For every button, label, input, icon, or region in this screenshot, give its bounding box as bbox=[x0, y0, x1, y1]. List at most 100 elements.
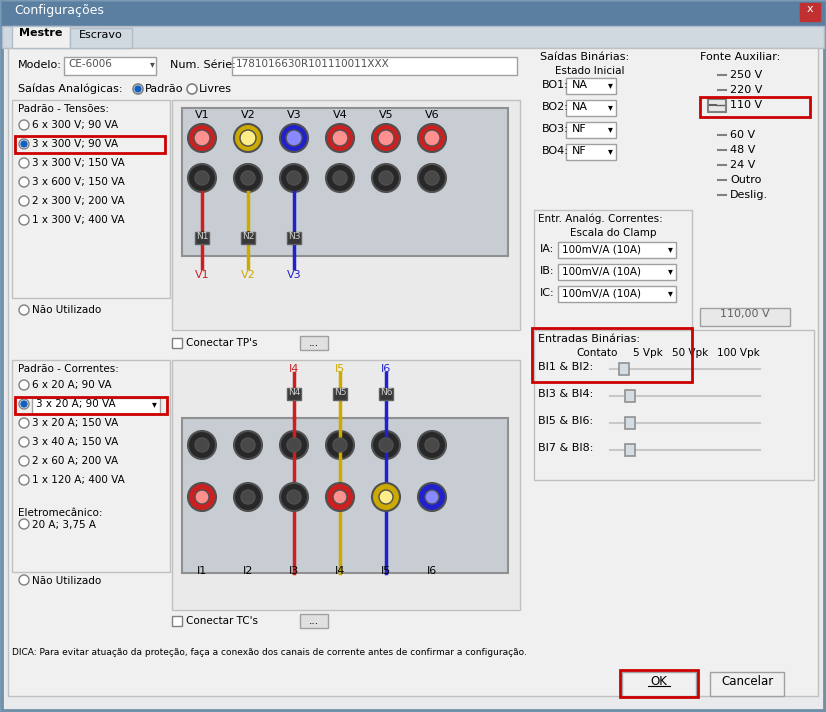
Circle shape bbox=[418, 164, 446, 192]
Circle shape bbox=[19, 196, 29, 206]
Circle shape bbox=[19, 380, 29, 390]
Text: ▾: ▾ bbox=[608, 146, 613, 156]
Text: 3 x 300 V; 150 VA: 3 x 300 V; 150 VA bbox=[32, 158, 125, 168]
Text: BI3 & BI4:: BI3 & BI4: bbox=[538, 389, 593, 399]
Text: V2: V2 bbox=[240, 270, 255, 280]
Circle shape bbox=[379, 438, 393, 452]
Text: NA: NA bbox=[572, 102, 588, 112]
Text: NA: NA bbox=[572, 80, 588, 90]
Text: ▾: ▾ bbox=[668, 288, 673, 298]
Bar bbox=[622, 672, 696, 696]
Circle shape bbox=[188, 164, 216, 192]
Circle shape bbox=[418, 483, 446, 511]
Text: I4: I4 bbox=[335, 566, 345, 576]
Text: BI7 & BI8:: BI7 & BI8: bbox=[538, 443, 593, 453]
Bar bbox=[15, 136, 165, 153]
Text: 1 x 300 V; 400 VA: 1 x 300 V; 400 VA bbox=[32, 215, 125, 225]
Circle shape bbox=[280, 483, 308, 511]
Circle shape bbox=[333, 171, 347, 185]
Bar bbox=[12, 26, 70, 48]
Text: Estado Inicial: Estado Inicial bbox=[555, 66, 624, 76]
Text: I4: I4 bbox=[289, 364, 299, 374]
Text: 3 x 40 A; 150 VA: 3 x 40 A; 150 VA bbox=[32, 437, 118, 447]
Text: N3: N3 bbox=[287, 232, 300, 241]
Text: I5: I5 bbox=[381, 566, 392, 576]
Text: BO2:: BO2: bbox=[542, 102, 569, 112]
Text: Conectar TC's: Conectar TC's bbox=[186, 616, 258, 626]
Circle shape bbox=[418, 124, 446, 152]
Circle shape bbox=[19, 575, 29, 585]
Circle shape bbox=[372, 431, 400, 459]
Text: I5: I5 bbox=[335, 364, 345, 374]
Circle shape bbox=[287, 171, 301, 185]
Bar bbox=[566, 144, 616, 160]
Text: V1: V1 bbox=[195, 110, 209, 120]
Circle shape bbox=[21, 401, 27, 407]
Text: Mestre: Mestre bbox=[19, 28, 63, 38]
Circle shape bbox=[286, 130, 302, 146]
Text: Conectar TP's: Conectar TP's bbox=[186, 338, 258, 348]
Bar bbox=[195, 232, 209, 244]
Text: 48 V: 48 V bbox=[730, 145, 755, 155]
Text: IB:: IB: bbox=[540, 266, 554, 276]
Bar bbox=[566, 78, 616, 94]
Bar bbox=[172, 338, 182, 348]
Text: I6: I6 bbox=[427, 566, 437, 576]
Circle shape bbox=[333, 438, 347, 452]
Circle shape bbox=[326, 483, 354, 511]
Circle shape bbox=[19, 305, 29, 315]
Bar bbox=[12, 100, 170, 298]
Text: 2 x 60 A; 200 VA: 2 x 60 A; 200 VA bbox=[32, 456, 118, 466]
Circle shape bbox=[234, 124, 262, 152]
Circle shape bbox=[21, 141, 27, 147]
Bar bbox=[182, 108, 508, 256]
Text: Num. Série:: Num. Série: bbox=[170, 60, 235, 70]
Circle shape bbox=[19, 158, 29, 168]
Text: NF: NF bbox=[572, 146, 586, 156]
Circle shape bbox=[241, 490, 255, 504]
Bar bbox=[32, 398, 160, 414]
Bar bbox=[182, 418, 508, 573]
Text: 6 x 20 A; 90 VA: 6 x 20 A; 90 VA bbox=[32, 380, 112, 390]
Circle shape bbox=[372, 124, 400, 152]
Text: Cancelar: Cancelar bbox=[721, 675, 773, 688]
Text: ▾: ▾ bbox=[608, 124, 613, 134]
Text: 3 x 600 V; 150 VA: 3 x 600 V; 150 VA bbox=[32, 177, 125, 187]
Text: Modelo:: Modelo: bbox=[18, 60, 62, 70]
Bar bbox=[710, 672, 784, 696]
Bar bbox=[333, 388, 347, 400]
Text: I2: I2 bbox=[243, 566, 254, 576]
Bar bbox=[566, 100, 616, 116]
Text: Contato: Contato bbox=[577, 348, 618, 358]
Bar bbox=[625, 444, 635, 456]
Text: 3 x 20 A; 90 VA: 3 x 20 A; 90 VA bbox=[36, 399, 116, 409]
Bar bbox=[534, 330, 814, 480]
Bar bbox=[64, 57, 156, 75]
Bar bbox=[300, 336, 328, 350]
Text: ▾: ▾ bbox=[608, 80, 613, 90]
Bar bbox=[70, 28, 132, 48]
Bar bbox=[700, 308, 790, 326]
Circle shape bbox=[379, 490, 393, 504]
Text: N5: N5 bbox=[334, 388, 346, 397]
Bar bbox=[532, 328, 692, 382]
Text: V3: V3 bbox=[287, 110, 301, 120]
Circle shape bbox=[240, 130, 256, 146]
Text: BO1:: BO1: bbox=[542, 80, 569, 90]
Text: 1 x 120 A; 400 VA: 1 x 120 A; 400 VA bbox=[32, 475, 125, 485]
Circle shape bbox=[19, 519, 29, 529]
Text: Entradas Binárias:: Entradas Binárias: bbox=[538, 334, 640, 344]
Text: N4: N4 bbox=[287, 388, 300, 397]
Text: BO4:: BO4: bbox=[542, 146, 569, 156]
Text: 5 Vpk: 5 Vpk bbox=[633, 348, 663, 358]
Bar bbox=[300, 614, 328, 628]
Circle shape bbox=[418, 431, 446, 459]
Bar bbox=[700, 97, 810, 117]
Text: Padrão - Correntes:: Padrão - Correntes: bbox=[18, 364, 119, 374]
Text: 250 V: 250 V bbox=[730, 70, 762, 80]
Circle shape bbox=[19, 177, 29, 187]
Text: 100mV/A (10A): 100mV/A (10A) bbox=[562, 244, 641, 254]
Text: V1: V1 bbox=[195, 270, 209, 280]
Text: I1: I1 bbox=[197, 566, 207, 576]
Text: ▾: ▾ bbox=[608, 102, 613, 112]
